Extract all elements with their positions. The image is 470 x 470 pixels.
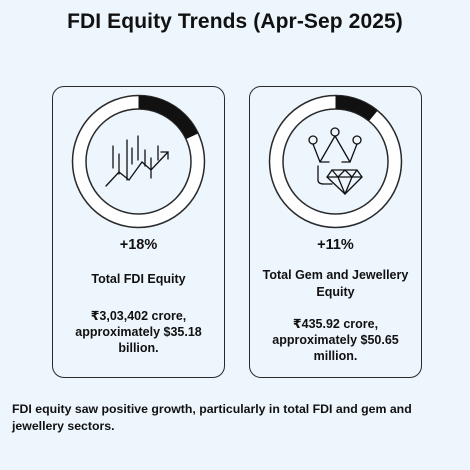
fdi-percent-change: +18%: [119, 237, 158, 253]
gem-label: Total Gem and Jewellery Equity: [262, 268, 409, 299]
gem-value: ₹435.92 crore, approximately $50.65 mill…: [272, 317, 399, 363]
fdi-value: ₹3,03,402 crore, approximately $35.18 bi…: [75, 309, 202, 355]
crown-diamond-icon: [308, 127, 363, 195]
growth-chart-icon: [105, 135, 169, 187]
fdi-equity-card: +18% Total FDI Equity ₹3,03,402 crore, a…: [52, 86, 225, 378]
gem-progress-arc: [335, 95, 378, 122]
gem-progress-ring: [268, 94, 403, 229]
gem-percent-change: +11%: [317, 237, 354, 253]
summary-text: FDI equity saw positive growth, particul…: [12, 402, 412, 433]
fdi-progress-ring: [71, 94, 206, 229]
fdi-progress-arc: [138, 95, 198, 140]
fdi-label: Total FDI Equity: [91, 272, 186, 286]
page-title: FDI Equity Trends (Apr-Sep 2025): [67, 10, 403, 33]
gem-jewellery-card: +11% Total Gem and Jewellery Equity ₹435…: [249, 86, 422, 378]
